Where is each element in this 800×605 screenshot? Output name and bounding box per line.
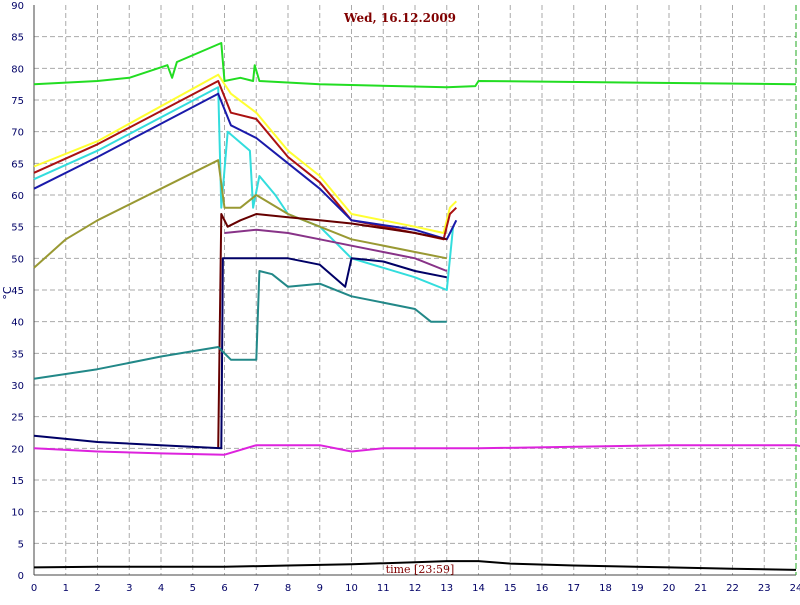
y-tick-label: 65 (11, 159, 24, 170)
series-line-3 (33, 80, 458, 241)
x-tick-label: 14 (472, 583, 485, 594)
series-line-5 (33, 92, 458, 241)
y-tick-label: 75 (11, 96, 24, 107)
y-tick-label: 50 (11, 254, 24, 265)
series-line-12 (33, 560, 797, 571)
x-axis-label: time [23:59] (386, 563, 455, 576)
series-line-11 (33, 444, 800, 456)
x-tick-label: 2 (94, 583, 100, 594)
y-tick-label: 85 (11, 33, 24, 44)
tick-labels: 0 1 2 3 4 5 6 7 8 9 10 11 12 13 14 15 16 17 18 19 20 21 22 23 24… (11, 1, 800, 594)
x-tick-label: 22 (726, 583, 739, 594)
y-tick-label: 70 (11, 128, 24, 139)
x-tick-label: 7 (253, 583, 259, 594)
chart-title: Wed, 16.12.2009 (343, 11, 456, 25)
x-tick-label: 19 (631, 583, 644, 594)
x-tick-label: 24 (790, 583, 800, 594)
x-tick-label: 11 (377, 583, 390, 594)
y-tick-label: 35 (11, 349, 24, 360)
series-line-2 (33, 73, 458, 234)
x-tick-label: 16 (536, 583, 549, 594)
x-tick-label: 17 (567, 583, 580, 594)
series-line-8 (224, 228, 448, 272)
series-line-7 (217, 213, 447, 449)
y-tick-label: 40 (11, 318, 24, 329)
series-line-4 (33, 86, 455, 291)
y-tick-label: 90 (11, 1, 24, 12)
y-tick-label: 20 (11, 444, 24, 455)
x-tick-label: 12 (409, 583, 422, 594)
x-tick-label: 5 (190, 583, 196, 594)
x-tick-label: 13 (440, 583, 453, 594)
series-layer (33, 42, 800, 571)
y-tick-label: 45 (11, 286, 24, 297)
x-tick-label: 20 (663, 583, 676, 594)
x-tick-label: 9 (317, 583, 323, 594)
x-tick-label: 6 (221, 583, 227, 594)
y-tick-label: 0 (18, 571, 24, 582)
y-tick-label: 25 (11, 413, 24, 424)
x-tick-label: 23 (758, 583, 771, 594)
y-axis-label: °C (1, 286, 14, 300)
x-tick-label: 8 (285, 583, 291, 594)
y-tick-label: 30 (11, 381, 24, 392)
series-line-6 (33, 159, 447, 269)
axes (33, 5, 797, 576)
series-line-10 (33, 270, 447, 380)
x-tick-label: 1 (63, 583, 69, 594)
series-line-9 (33, 257, 447, 450)
x-tick-label: 4 (158, 583, 164, 594)
y-tick-label: 15 (11, 476, 24, 487)
x-tick-label: 3 (126, 583, 132, 594)
x-tick-label: 18 (599, 583, 612, 594)
series-line-1 (33, 42, 797, 89)
x-tick-label: 10 (345, 583, 358, 594)
y-tick-label: 10 (11, 508, 24, 519)
x-tick-label: 0 (31, 583, 37, 594)
y-tick-label: 80 (11, 64, 24, 75)
x-tick-label: 15 (504, 583, 517, 594)
y-tick-label: 5 (18, 539, 24, 550)
y-tick-label: 55 (11, 223, 24, 234)
x-tick-label: 21 (694, 583, 707, 594)
y-tick-label: 60 (11, 191, 24, 202)
